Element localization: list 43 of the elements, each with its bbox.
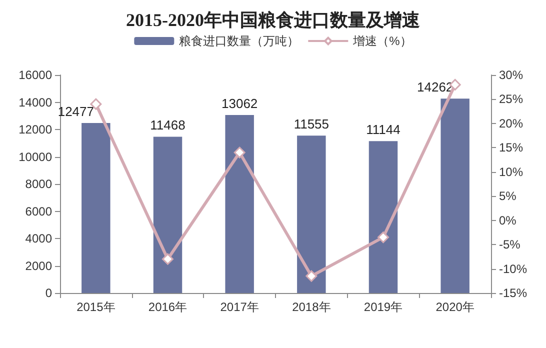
y2-tick-label: 10% [499, 164, 524, 179]
point [162, 253, 174, 265]
point [234, 146, 246, 158]
x-tick-label: 2015年 [76, 300, 116, 314]
point [378, 232, 389, 244]
bar [297, 136, 326, 293]
x-tick-label: 2018年 [292, 300, 331, 314]
x-tick-label: 2019年 [364, 300, 403, 314]
y2-tick-label: -15% [499, 286, 528, 300]
data-label: 12477 [58, 104, 94, 119]
data-label: 13062 [222, 96, 258, 112]
data-label: 11144 [366, 122, 400, 138]
x-tick-label: 2020年 [436, 300, 474, 314]
legend-label: 增速（%） [352, 34, 412, 48]
y2-tick-label: 30% [499, 68, 524, 82]
y-tick-label: 2000 [25, 258, 52, 273]
bar [153, 136, 182, 293]
y-tick-label: 14000 [18, 95, 52, 110]
y-tick-label: 12000 [18, 122, 52, 136]
chart-title: 2015-2020年中国粮食进口数量及增速 [126, 10, 420, 30]
x-tick-label: 2016年 [148, 300, 188, 314]
y-tick-label: 4000 [25, 232, 52, 246]
y2-tick-label: -5% [499, 238, 521, 252]
y-tick-label: 8000 [25, 177, 52, 191]
y-tick-label: 6000 [25, 204, 52, 218]
y2-tick-label: 20% [499, 116, 524, 130]
x-tick-label: 2017年 [220, 300, 259, 314]
y2-tick-label: 25% [499, 92, 524, 106]
y-tick-label: 0 [45, 286, 52, 300]
point [306, 270, 318, 282]
bar [225, 115, 254, 293]
y-tick-label: 16000 [18, 68, 52, 82]
data-label: 11468 [150, 118, 186, 133]
y2-tick-label: 0% [499, 213, 517, 228]
y-tick-label: 10000 [18, 150, 52, 164]
data-label: 11555 [294, 116, 330, 132]
y2-tick-label: -10% [499, 262, 528, 276]
y2-tick-label: 5% [499, 189, 517, 204]
bar [368, 141, 398, 293]
legend-label: 粮食进口数量（万吨） [179, 34, 300, 48]
y2-tick-label: 15% [499, 140, 524, 155]
bar [440, 98, 470, 293]
bar [82, 123, 110, 293]
